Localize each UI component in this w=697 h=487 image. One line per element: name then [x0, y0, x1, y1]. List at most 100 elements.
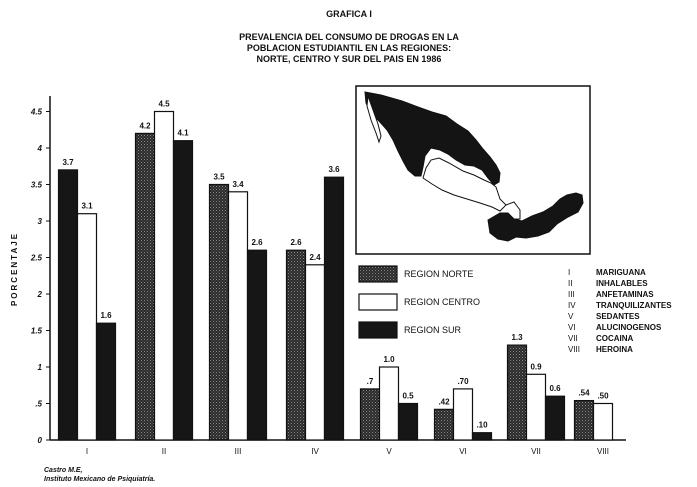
- drug-key: I MARIGUANA II INHALABLES III ANFETAMINAS IV TR…: [568, 268, 672, 354]
- x-tick-label: VII: [531, 447, 541, 456]
- bar-region-1: [359, 388, 381, 441]
- drug-key-name: ANFETAMINAS: [596, 290, 654, 299]
- bar-region-1: [285, 249, 307, 441]
- bar-region-1: [134, 132, 156, 441]
- drug-key-name: COCAINA: [596, 334, 634, 343]
- map-peninsula: [366, 95, 382, 144]
- map-center-region: [422, 157, 507, 212]
- y-axis-title: PORCENTAJE: [10, 232, 19, 306]
- bar-region-2: [153, 110, 175, 441]
- legend-swatch: [358, 293, 398, 311]
- bar-region-1: [208, 183, 230, 441]
- x-tick-label: III: [235, 447, 242, 456]
- x-tick-label: VI: [459, 447, 467, 456]
- bar-region-1: [573, 399, 595, 441]
- bar-region-2: [304, 264, 326, 441]
- y-tick-label: 2: [37, 290, 43, 299]
- bar-region-2: [227, 191, 249, 441]
- bars-layer: [57, 110, 614, 441]
- drug-key-numeral: VI: [568, 323, 576, 332]
- data-label-region-2: .70: [457, 377, 469, 386]
- bar-region-3: [397, 402, 419, 441]
- drug-key-numeral: VII: [568, 334, 578, 343]
- y-tick-label: 1: [38, 363, 43, 372]
- x-tick-label: V: [386, 447, 392, 456]
- y-tick-label: .5: [35, 400, 42, 409]
- data-label-region-3: 0.5: [402, 392, 414, 401]
- x-tick-label: II: [162, 447, 166, 456]
- drug-key-name: SEDANTES: [596, 312, 640, 321]
- bar-region-2: [378, 366, 400, 441]
- bar-region-2: [525, 373, 547, 441]
- chart-title-line-2: POBLACION ESTUDIANTIL EN LAS REGIONES:: [247, 43, 451, 53]
- y-tick-label: 3: [38, 217, 43, 226]
- bar-region-3: [544, 395, 566, 441]
- data-label-region-1: 2.6: [290, 238, 302, 247]
- data-label-region-2: 3.4: [232, 180, 244, 189]
- y-tick-label: 4.5: [30, 108, 43, 117]
- y-axis: PORCENTAJE 0 .5 1 1.5 2 2.5 3 3.5 4 4.5: [10, 96, 51, 445]
- x-tick-label: IV: [311, 447, 319, 456]
- legend-label: REGION NORTE: [404, 269, 473, 279]
- drug-key-numeral: III: [568, 290, 575, 299]
- data-label-region-3: 3.6: [328, 165, 340, 174]
- drug-key-numeral: V: [568, 312, 574, 321]
- data-label-region-1: 3.5: [213, 173, 225, 182]
- bar-unlabeled: [57, 169, 79, 441]
- legend-swatch: [358, 265, 398, 283]
- drug-key-numeral: VIII: [568, 345, 580, 354]
- data-label-region-2: 3.1: [81, 202, 93, 211]
- bar-region-2: [76, 213, 98, 441]
- legend: REGION NORTE REGION CENTRO REGION SUR: [358, 265, 480, 339]
- bar-region-2: [592, 402, 614, 441]
- bar-region-1: [506, 344, 528, 441]
- drug-key-name: ALUCINOGENOS: [596, 323, 662, 332]
- legend-swatch: [358, 321, 398, 339]
- bar-region-2: [452, 388, 474, 441]
- data-label-region-3: .10: [476, 421, 488, 430]
- drug-key-numeral: I: [568, 268, 570, 277]
- chart-title-line-3: NORTE, CENTRO Y SUR DEL PAIS EN 1986: [257, 54, 442, 64]
- data-label-region-3: 0.6: [549, 384, 561, 393]
- bar-region-3: [471, 432, 493, 441]
- map-south-region: [487, 192, 584, 242]
- data-label-region-3: 2.6: [251, 238, 263, 247]
- y-tick-label: 4: [37, 144, 43, 153]
- data-label-region-1: .42: [438, 397, 450, 406]
- map-isthmus: [505, 201, 521, 220]
- source-line-1: Castro M.E,: [44, 467, 83, 474]
- data-label-region-1: 4.2: [139, 121, 151, 130]
- y-tick-label: 2.5: [30, 254, 43, 263]
- legend-label: REGION CENTRO: [404, 297, 480, 307]
- data-label-region-3: 4.1: [177, 129, 189, 138]
- data-label-region-1: .54: [578, 389, 590, 398]
- chart-title-line-1: PREVALENCIA DEL CONSUMO DE DROGAS EN LA: [239, 32, 459, 42]
- drug-key-name: TRANQUILIZANTES: [596, 301, 672, 310]
- data-label-region-2: 4.5: [158, 100, 170, 109]
- mexico-map: [355, 85, 591, 255]
- x-axis: I II III IV V VI VII VIII: [50, 439, 626, 456]
- drug-key-numeral: IV: [568, 301, 576, 310]
- figure-label: GRAFICA I: [326, 9, 372, 19]
- data-label-unlabeled: 3.7: [62, 158, 74, 167]
- data-label-region-2: 1.0: [383, 355, 395, 364]
- bar-region-3: [95, 322, 117, 441]
- drug-key-name: HEROINA: [596, 345, 633, 354]
- drug-key-name: INHALABLES: [596, 279, 648, 288]
- data-label-region-3: 1.6: [100, 311, 112, 320]
- drug-key-numeral: II: [568, 279, 572, 288]
- source-line-2: Instituto Mexicano de Psiquiatría.: [44, 476, 155, 483]
- data-label-region-2: 0.9: [530, 362, 542, 371]
- data-label-region-2: .50: [597, 392, 609, 401]
- data-label-region-1: .7: [367, 377, 374, 386]
- map-north-region: [364, 91, 501, 186]
- x-tick-label: I: [86, 447, 88, 456]
- y-tick-label: 0: [38, 436, 43, 445]
- bar-region-3: [246, 249, 268, 441]
- data-label-region-2: 2.4: [309, 253, 321, 262]
- x-tick-label: VIII: [597, 447, 609, 456]
- drug-key-name: MARIGUANA: [596, 268, 646, 277]
- bar-region-3: [323, 176, 345, 441]
